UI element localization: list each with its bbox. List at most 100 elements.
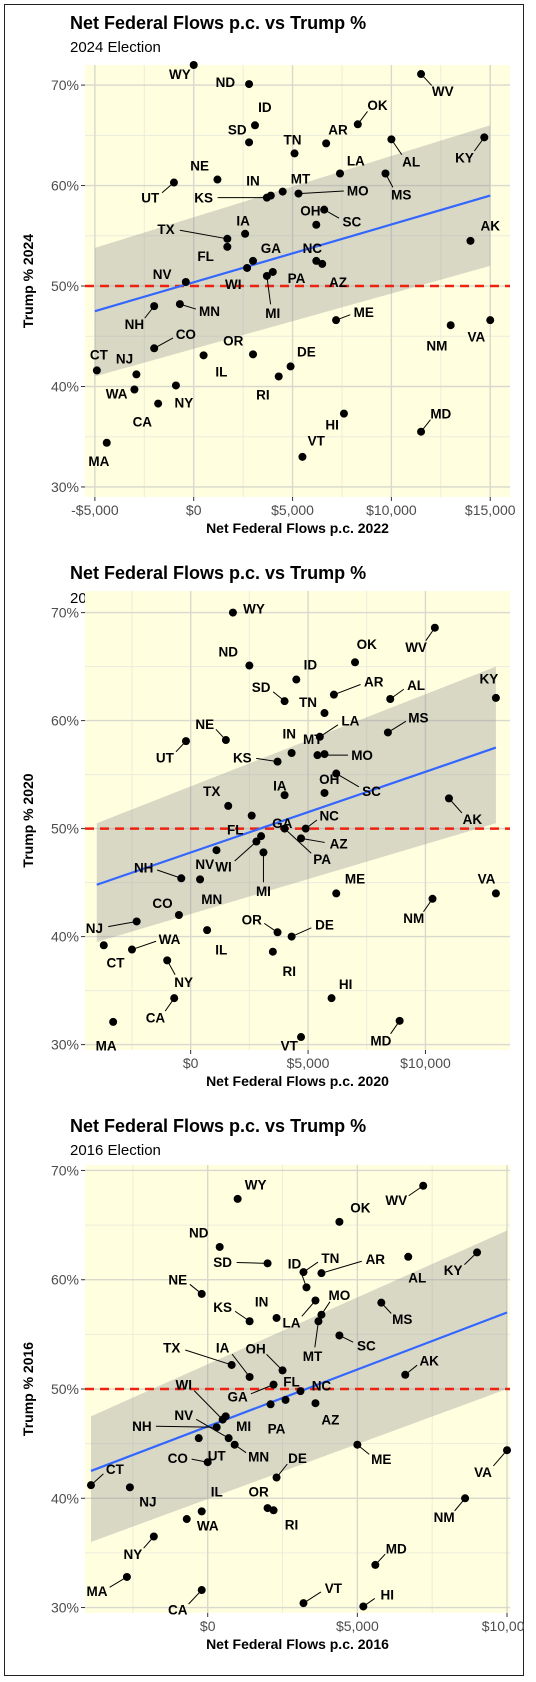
state-label: WI [225,277,242,292]
confidence-band [94,125,491,377]
point-tx [224,801,233,810]
point-ok [335,1217,344,1226]
point-tn [290,149,299,158]
state-label: MD [370,1033,391,1048]
state-label: CA [146,1011,166,1026]
point-me [332,889,341,898]
state-label: GA [261,241,282,256]
point-ga [249,256,258,265]
state-label: VT [281,1039,299,1054]
state-label: AL [408,1271,426,1286]
state-label: IA [273,778,287,793]
point-la [336,169,344,178]
state-label: IL [215,943,227,958]
point-wa [182,1515,191,1524]
charts-canvas: Net Federal Flows p.c. vs Trump % 2024 El… [20,13,533,1652]
y-axis-title: Trump % 2016 [20,1342,36,1436]
state-label: IN [255,1295,269,1310]
state-label: IA [216,1340,230,1355]
state-label: MS [391,188,411,203]
y-axis-title: Trump % 2024 [20,234,36,328]
x-tick-label: $5,000 [336,1618,379,1634]
state-label: NV [174,1408,193,1423]
state-label: VA [478,871,496,886]
leader-line [236,1261,268,1264]
state-label: MO [347,184,369,199]
leader-line [339,1335,354,1343]
leader-line [300,837,325,843]
state-label: MN [248,1450,269,1465]
leader-line [408,1185,424,1197]
state-label: WV [405,640,427,655]
x-tick-label: $0 [200,1618,216,1634]
leader-line [276,1463,288,1478]
leader-line [189,1283,203,1295]
leader-line [321,1301,331,1315]
state-label: OK [350,1201,371,1216]
leader-line [423,898,433,913]
leader-line [188,1589,203,1605]
state-label: KY [444,1263,463,1278]
leader-line [143,1536,155,1549]
point-oh [312,220,321,229]
chart-title: Net Federal Flows p.c. vs Trump % [70,13,366,33]
state-label: AR [366,1252,386,1267]
point-fl [223,242,232,251]
point-nd [215,1242,224,1251]
state-label: NC [319,809,339,824]
leader-line [166,960,176,976]
state-label: OH [319,772,339,787]
point-hi [339,409,348,418]
y-axis-title: Trump % 2020 [20,773,36,867]
state-label: OR [223,333,244,348]
state-label: NC [312,1379,332,1394]
leader-line [303,1261,319,1273]
state-label: AK [419,1354,439,1369]
state-label: NH [134,860,154,875]
state-label: ID [288,1256,302,1271]
state-label: CO [168,1451,188,1466]
state-label: RI [285,1517,299,1532]
leader-line [193,1390,224,1420]
point-ut [194,1434,203,1443]
state-label: AZ [329,275,347,290]
point-sd [245,138,254,147]
point-il [203,926,212,935]
state-label: MS [392,1312,412,1327]
state-label: SC [362,784,381,799]
leader-line [301,1300,316,1317]
state-label: MS [408,710,428,725]
leader-line [404,1364,418,1376]
state-label: SD [228,122,247,137]
chart-subtitle: 2016 Election [70,1142,161,1159]
y-tick-label: 60% [51,713,79,729]
state-label: NM [434,1510,455,1525]
leader-line [319,724,339,738]
leader-line [305,819,318,829]
state-label: WY [243,601,265,616]
state-label: MT [303,732,323,747]
state-label: PA [313,852,331,867]
state-label: NJ [139,1495,156,1510]
leader-line [263,922,278,933]
point-mt [320,750,329,759]
state-label: AL [402,154,420,169]
chart-0: Net Federal Flows p.c. vs Trump % 2024 El… [20,13,516,536]
state-label: MT [291,172,311,187]
point-nv [181,278,190,287]
chart-title: Net Federal Flows p.c. vs Trump % [70,1116,366,1136]
state-label: GA [228,1390,249,1405]
trend-line [96,746,497,886]
y-tick-label: 50% [51,821,79,837]
point-wy [189,61,198,69]
leader-line [298,190,344,195]
figure-frame: Net Federal Flows p.c. vs Trump % 2024 El… [4,4,533,1676]
leader-line [272,691,285,702]
y-tick-label: 30% [51,1600,79,1616]
state-label: ME [345,871,365,886]
y-tick-label: 50% [51,1381,79,1397]
leader-line [333,684,361,696]
leader-line [464,1252,478,1265]
state-label: MI [265,306,280,321]
point-il [197,1507,206,1516]
